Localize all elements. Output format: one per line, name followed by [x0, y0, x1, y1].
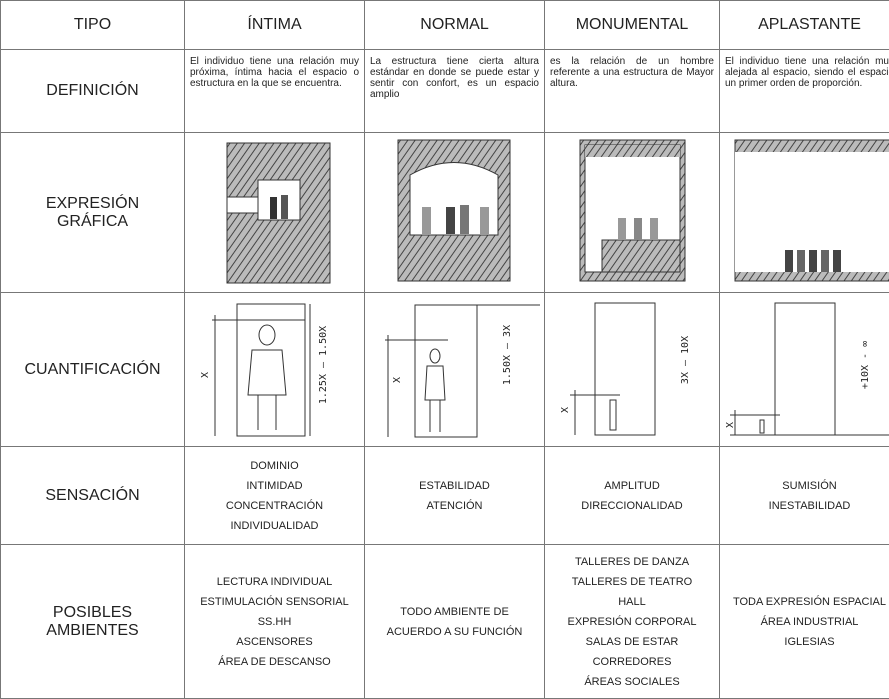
list-cell: LECTURA INDIVIDUAL ESTIMULACIÓN SENSORIAL…	[185, 545, 365, 699]
quant-x: X	[200, 372, 211, 378]
empty-cell	[545, 133, 720, 293]
list-item: ATENCIÓN	[426, 499, 483, 512]
list-item: DOMINIO	[250, 459, 299, 472]
list-cell: DOMINIO INTIMIDAD CONCENTRACIÓN INDIVIDUALI…	[185, 447, 365, 545]
empty-cell	[185, 133, 365, 293]
empty-cell	[365, 133, 545, 293]
quant-monumental	[570, 302, 656, 436]
list-item: INESTABILIDAD	[768, 499, 851, 512]
list-cell: AMPLITUD DIRECCIONALIDAD	[545, 447, 720, 545]
quant-x: X	[560, 407, 571, 413]
list-cell: SUMISIÓN INESTABILIDAD	[720, 447, 889, 545]
quant-range: +10X - ∞	[860, 341, 871, 389]
header-cell: TIPO	[0, 0, 185, 50]
list-cell: TODA EXPRESIÓN ESPACIAL ÁREA INDUSTRIAL IG…	[720, 545, 889, 699]
list-item: AMPLITUD	[604, 479, 660, 492]
header-cell: ÍNTIMA	[185, 0, 365, 50]
row-label: EXPRESIÓN GRÁFICA	[0, 133, 185, 293]
quant-intima	[212, 303, 311, 437]
label-line: SENSACIÓN	[45, 486, 140, 504]
definition: La estructura tiene cierta altura estánd…	[365, 50, 545, 133]
quant-aplastante	[730, 302, 889, 436]
sketch-normal	[397, 139, 511, 282]
label-line: AMBIENTES	[46, 621, 139, 639]
quant-normal	[385, 304, 540, 438]
list-item: ASCENSORES	[236, 635, 313, 648]
list-item: IGLESIAS	[784, 635, 835, 648]
quant-range: 1.25X – 1.50X	[318, 326, 329, 404]
list-item: CORREDORES	[592, 655, 672, 668]
list-item: TALLERES DE TEATRO	[571, 575, 693, 588]
definition: El individuo tiene una relación muy próx…	[185, 50, 365, 133]
list-item: ESTIMULACIÓN SENSORIAL	[200, 595, 349, 608]
sketch-intima	[226, 142, 331, 284]
label-line: DEFINICIÓN	[46, 82, 139, 99]
quant-range: 1.50X – 3X	[502, 325, 513, 385]
list-item: INTIMIDAD	[246, 479, 303, 492]
list-item: DIRECCIONALIDAD	[581, 499, 683, 512]
empty-cell	[545, 293, 720, 447]
list-item: SS.HH	[257, 615, 292, 628]
definition: es la relación de un hombre referente a …	[545, 50, 720, 133]
row-label: SENSACIÓN	[0, 447, 185, 545]
empty-cell	[720, 133, 889, 293]
list-item: TODA EXPRESIÓN ESPACIAL	[732, 595, 887, 608]
list-item: SUMISIÓN	[782, 479, 837, 492]
list-item: TODO AMBIENTE DE	[400, 605, 509, 618]
list-item: ESTABILIDAD	[419, 479, 490, 492]
quant-range: 3X – 10X	[680, 336, 691, 384]
row-label: DEFINICIÓN	[0, 50, 185, 133]
list-item: SALAS DE ESTAR	[585, 635, 679, 648]
empty-cell	[720, 293, 889, 447]
list-item: HALL	[618, 595, 646, 608]
label-line: GRÁFICA	[56, 212, 129, 230]
list-item: INDIVIDUALIDAD	[230, 519, 319, 532]
quant-x: X	[392, 377, 403, 383]
label-line: POSIBLES	[52, 603, 133, 621]
header-cell: MONUMENTAL	[545, 0, 720, 50]
list-item: EXPRESIÓN CORPORAL	[567, 615, 697, 628]
list-cell: ESTABILIDAD ATENCIÓN	[365, 447, 545, 545]
list-item: ACUERDO A SU FUNCIÓN	[386, 625, 523, 638]
header-cell: APLASTANTE	[720, 0, 889, 50]
definition: El individuo tiene una relación muy alej…	[720, 50, 889, 133]
list-item: ÁREA INDUSTRIAL	[760, 615, 859, 628]
list-cell: TALLERES DE DANZA TALLERES DE TEATRO HALL E…	[545, 545, 720, 699]
sketch-aplastante	[734, 139, 889, 282]
header-cell: NORMAL	[365, 0, 545, 50]
list-item: CONCENTRACIÓN	[225, 499, 324, 512]
list-item: TALLERES DE DANZA	[574, 555, 690, 568]
label-line: EXPRESIÓN	[45, 194, 140, 212]
sketch-monumental	[579, 139, 686, 282]
list-item: LECTURA INDIVIDUAL	[216, 575, 333, 588]
quant-x: X	[725, 422, 736, 428]
row-label: CUANTIFICACIÓN	[0, 293, 185, 447]
label-line: CUANTIFICACIÓN	[24, 360, 161, 378]
list-item: ÁREA DE DESCANSO	[218, 655, 331, 668]
list-item: ÁREAS SOCIALES	[584, 675, 680, 688]
empty-cell	[185, 293, 365, 447]
empty-cell	[365, 293, 545, 447]
